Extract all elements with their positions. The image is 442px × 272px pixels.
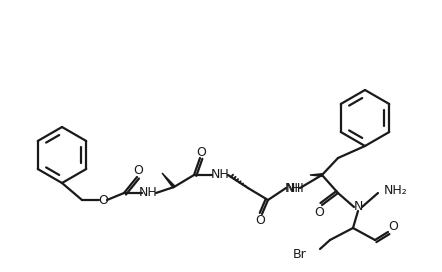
Text: O: O [388,220,398,233]
Text: NH: NH [139,187,157,199]
Text: O: O [133,163,143,177]
Text: N: N [353,200,363,214]
Text: NH: NH [211,168,229,181]
Text: N: N [284,181,293,194]
Polygon shape [162,173,175,188]
Polygon shape [310,174,322,176]
Text: NH₂: NH₂ [384,184,408,196]
Text: O: O [196,146,206,159]
Text: NH: NH [286,181,305,194]
Text: O: O [314,206,324,218]
Text: Br: Br [292,248,306,261]
Text: H: H [290,181,300,194]
Text: O: O [255,215,265,227]
Text: O: O [98,193,108,206]
